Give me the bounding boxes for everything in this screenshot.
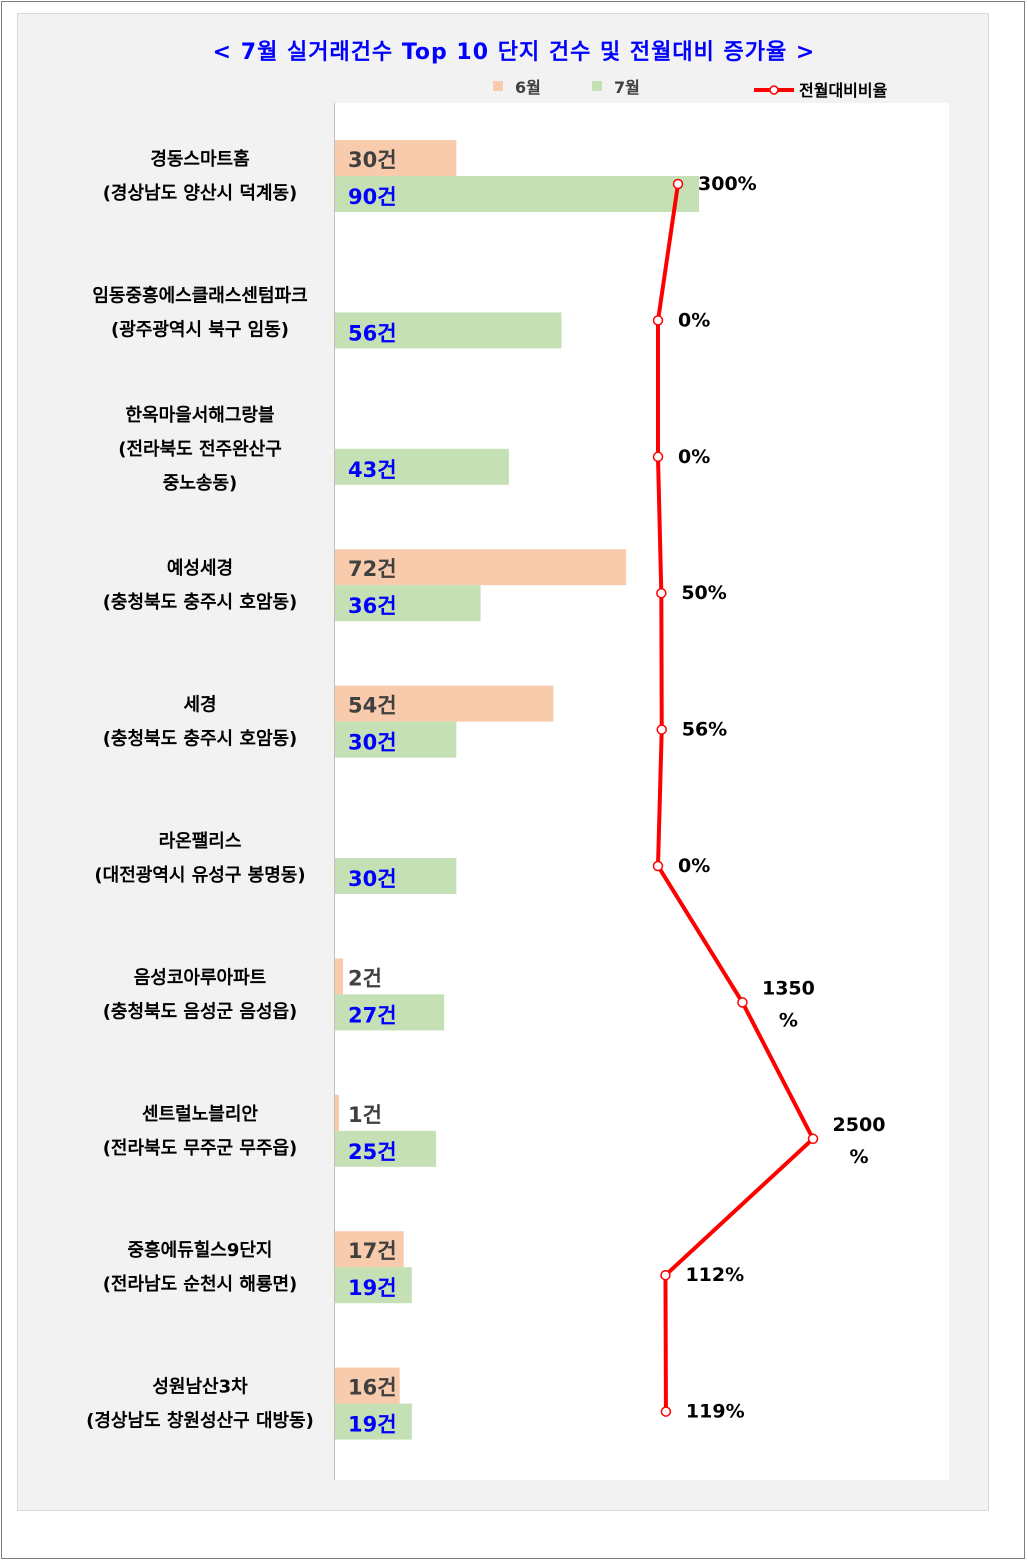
bar-label-july: 25건	[348, 1140, 397, 1164]
ratio-label: 112%	[685, 1264, 744, 1286]
ratio-label-line: 1350	[762, 977, 815, 999]
bar-july	[335, 1403, 412, 1440]
bar-label-july: 43건	[348, 458, 397, 482]
category-label: (전라북도 무주군 무주읍)	[103, 1138, 298, 1159]
bar-july	[335, 448, 509, 485]
bar-june	[335, 1094, 340, 1131]
category-label: (광주광역시 북구 임동)	[111, 319, 289, 340]
bar-label-june: 1건	[348, 1103, 382, 1127]
legend-label-july: 7월	[614, 78, 640, 97]
bar-label-june: 16건	[348, 1376, 397, 1400]
category-label: 성원남산3차	[152, 1377, 248, 1398]
category-label: (전라북도 전주완산구	[118, 439, 282, 460]
category-label: 음성코아루아파트	[134, 967, 266, 988]
category-label: (대전광역시 유성구 봉명동)	[94, 865, 305, 886]
category-label: 센트럴노블리안	[142, 1103, 258, 1125]
bar-label-july: 30건	[348, 867, 397, 891]
bar-label-june: 17건	[348, 1239, 397, 1263]
chart-title: < 7월 실거래건수 Top 10 단지 건수 및 전월대비 증가율 >	[212, 40, 816, 65]
category-label: (충청북도 충주시 호암동)	[103, 592, 298, 613]
ratio-marker	[652, 451, 664, 463]
ratio-label: 50%	[681, 582, 726, 604]
bar-label-july: 36건	[348, 594, 397, 618]
ratio-marker	[660, 1406, 672, 1417]
ratio-marker	[737, 997, 748, 1008]
category-label: (경상남도 양산시 덕계동)	[103, 183, 298, 204]
bar-label-july: 56건	[348, 321, 397, 345]
ratio-marker	[656, 587, 667, 599]
bar-july	[335, 585, 481, 622]
ratio-marker	[652, 860, 664, 872]
bar-label-july: 19건	[348, 1413, 397, 1437]
ratio-label: 2500%	[833, 1114, 886, 1168]
ratio-label: 119%	[686, 1401, 745, 1423]
bar-label-june: 72건	[348, 557, 397, 581]
bar-july	[335, 994, 445, 1031]
bar-label-july: 19건	[348, 1276, 397, 1300]
ratio-line	[656, 183, 815, 1412]
category-label: (경상남도 창원성산구 대방동)	[86, 1411, 314, 1432]
legend-swatch-june	[493, 81, 503, 91]
category-label: 중흥에듀힐스9단지	[127, 1239, 272, 1261]
legend-marker-ratio	[769, 85, 779, 95]
ratio-marker	[672, 178, 684, 190]
ratio-label: 0%	[678, 309, 710, 331]
ratio-label: 1350%	[762, 977, 815, 1031]
category-label: 임동중흥에스클래스센텀파크	[92, 284, 307, 306]
legend-swatch-july	[592, 81, 602, 91]
category-label: 예성세경	[167, 558, 233, 579]
bar-label-july: 30건	[348, 731, 397, 755]
ratio-label-line: %	[779, 1009, 798, 1031]
bar-july	[335, 176, 699, 212]
category-label: 경동스마트홈	[150, 148, 249, 170]
ratio-marker	[807, 1133, 819, 1145]
bar-july	[335, 1130, 437, 1167]
category-label: (충청북도 음성군 음성읍)	[103, 1001, 298, 1022]
bar-july	[335, 721, 457, 758]
legend-label-june: 6월	[515, 78, 541, 97]
ratio-label-line: %	[849, 1146, 868, 1168]
ratio-marker	[656, 724, 667, 735]
bar-label-june: 2건	[348, 966, 382, 990]
ratio-marker	[652, 315, 664, 326]
bar-july	[335, 312, 562, 349]
category-label: (충청북도 충주시 호암동)	[103, 729, 298, 750]
bar-june	[335, 549, 627, 586]
ratio-marker	[660, 1269, 671, 1281]
ratio-label: 0%	[678, 446, 710, 468]
category-label: 중노송동)	[163, 473, 237, 494]
bar-june	[335, 140, 457, 176]
bar-june	[335, 1367, 400, 1404]
bar-label-july: 27건	[348, 1003, 397, 1027]
bar-label-june: 54건	[348, 694, 397, 718]
bar-june	[335, 958, 344, 995]
category-label: 라온팰리스	[159, 831, 242, 852]
bar-june	[335, 685, 554, 722]
category-label: (전라남도 순천시 해룡면)	[103, 1274, 298, 1295]
category-label: 세경	[183, 695, 216, 716]
ratio-label: 56%	[682, 719, 727, 741]
bar-july	[335, 1267, 412, 1304]
bar-label-july: 90건	[348, 185, 397, 209]
category-label: 한옥마을서해그랑블	[125, 405, 274, 426]
ratio-label: 300%	[698, 173, 757, 195]
plot-background-line	[700, 103, 949, 1480]
legend-label-ratio: 전월대비비율	[799, 81, 888, 100]
bar-june	[335, 1231, 404, 1268]
ratio-label: 0%	[678, 855, 710, 877]
bar-label-june: 30건	[348, 148, 397, 172]
bar-july	[335, 858, 457, 894]
ratio-label-line: 2500	[833, 1114, 886, 1136]
